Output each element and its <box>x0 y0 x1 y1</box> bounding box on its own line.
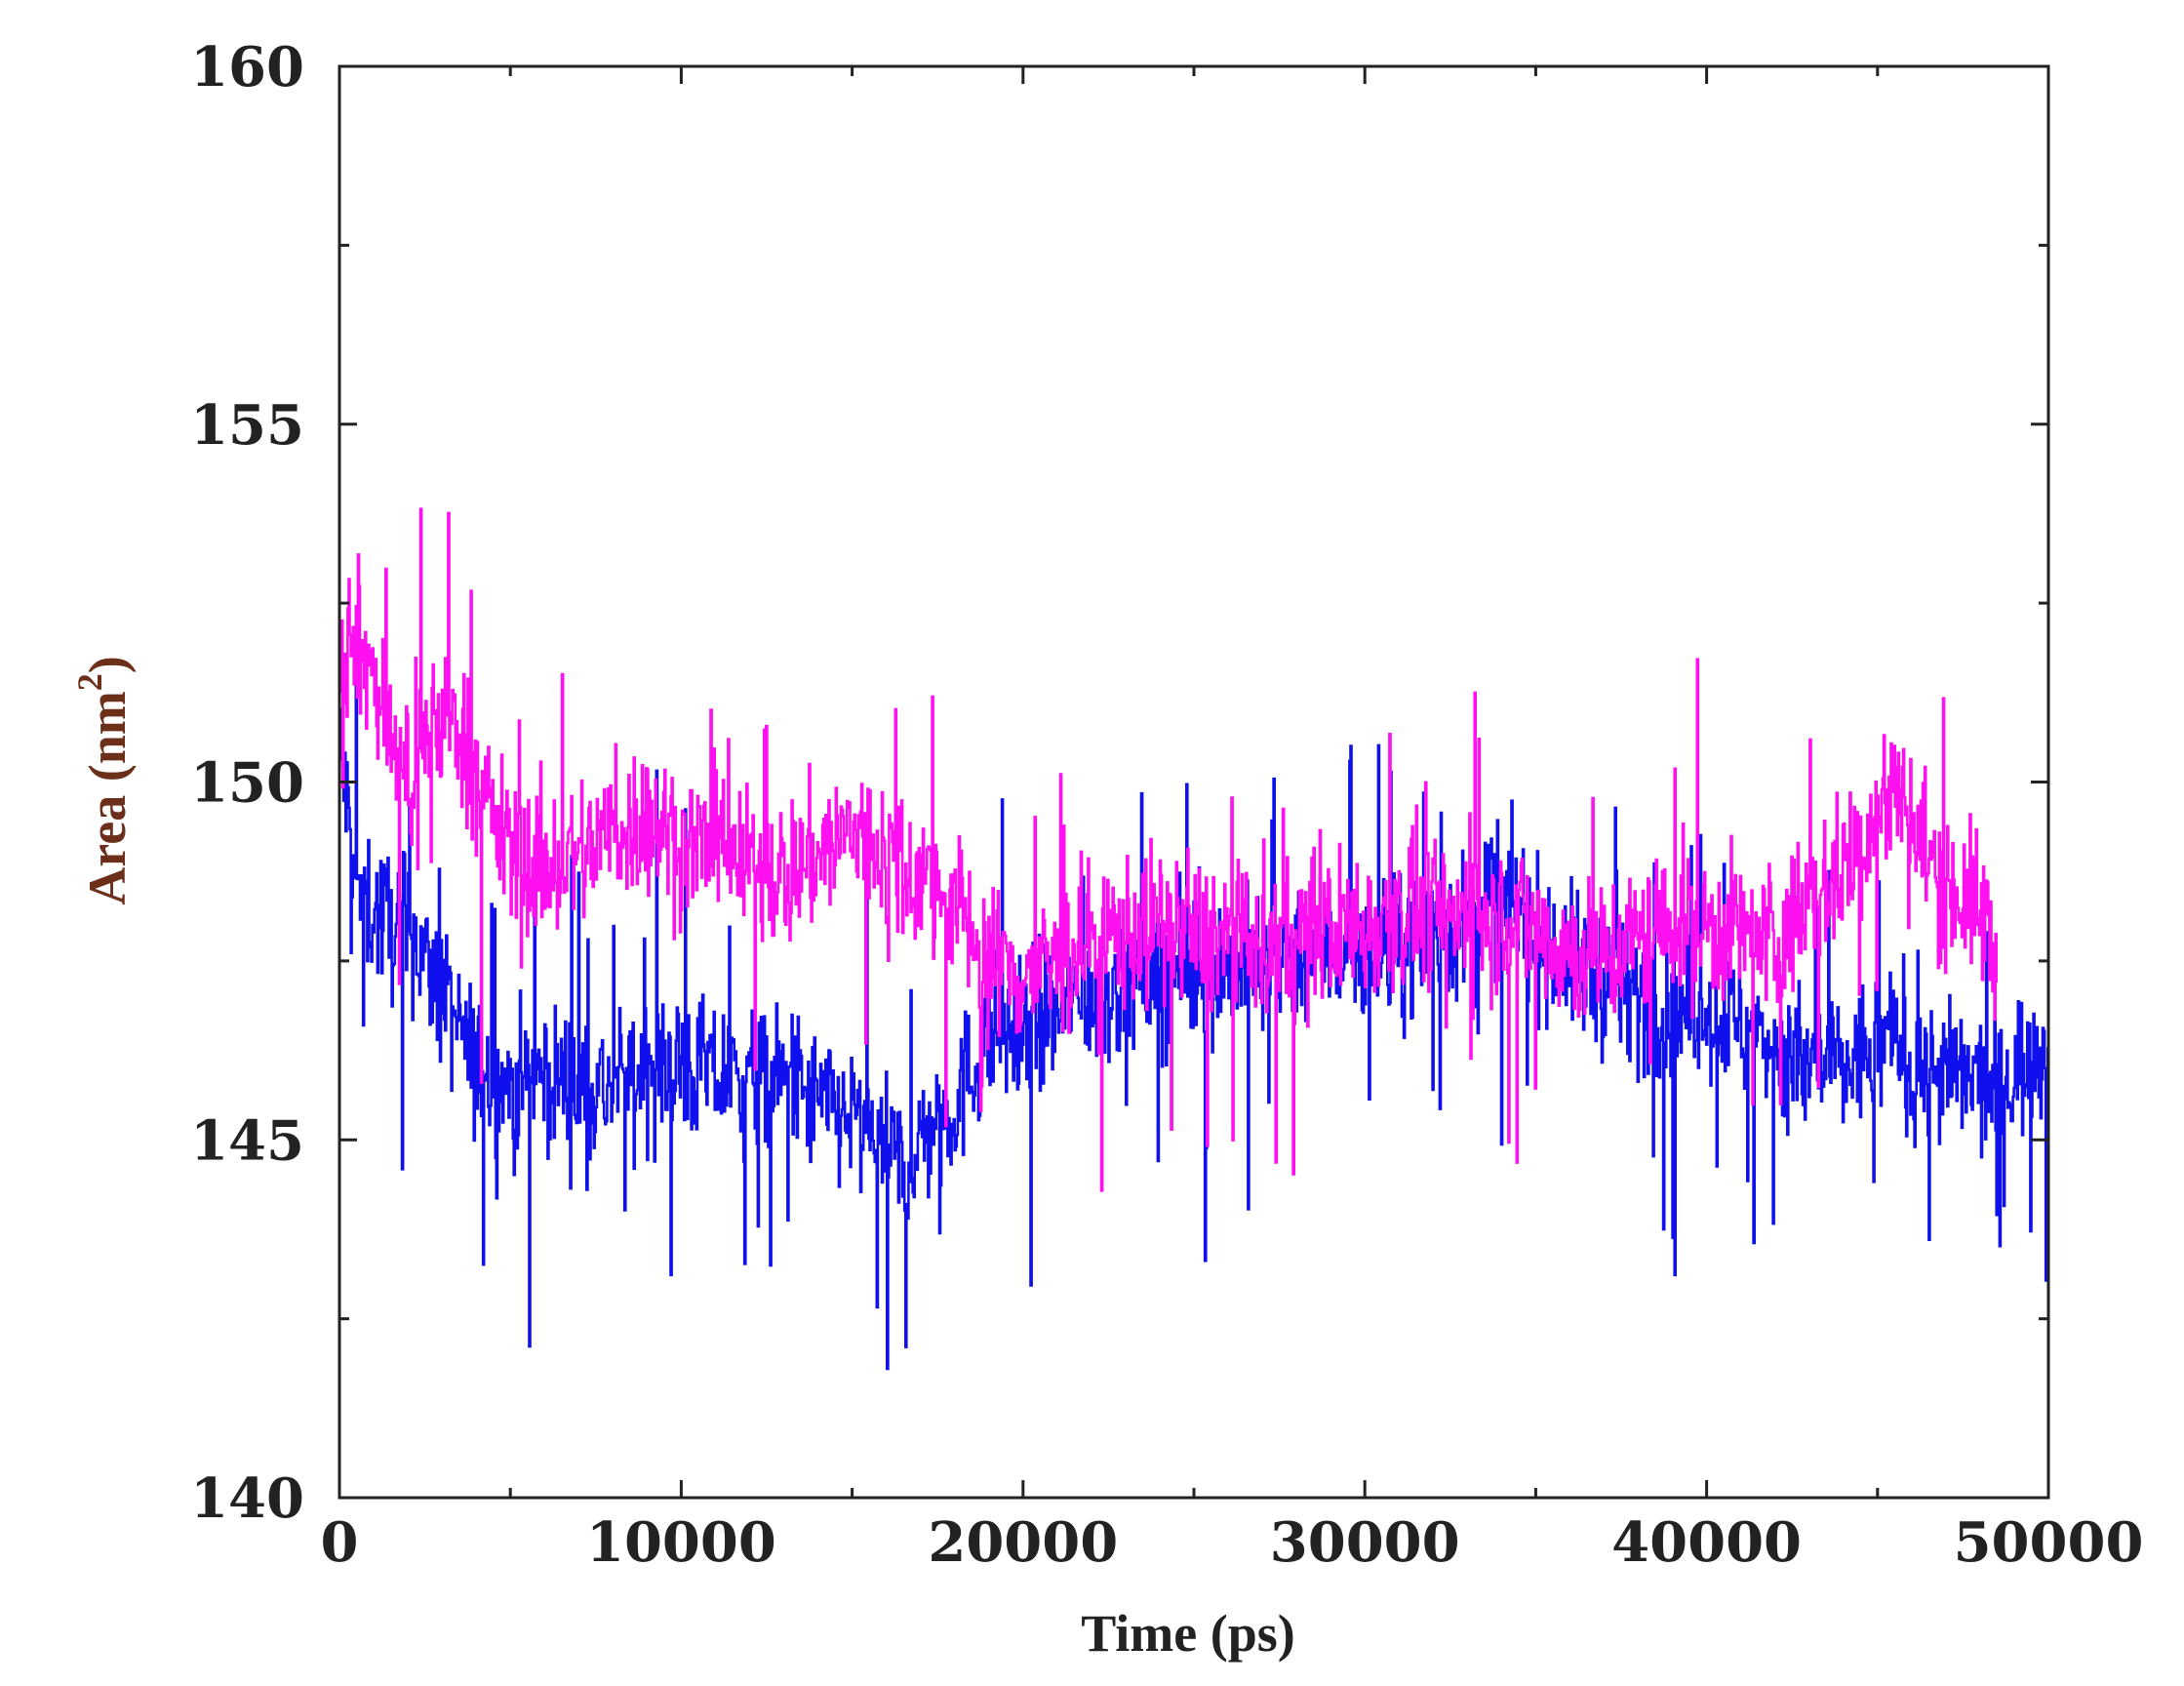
y-tick-label: 155 <box>190 393 304 458</box>
x-axis-title: Time (ps) <box>1081 1604 1295 1663</box>
series-line-1 <box>338 676 2049 1371</box>
x-tick-label: 50000 <box>1954 1510 2144 1575</box>
series-line-2 <box>338 507 1998 1192</box>
series-layer <box>338 507 2049 1371</box>
x-tick-label: 30000 <box>1270 1510 1460 1575</box>
y-axis-title: Area (nm <box>78 691 137 904</box>
y-tick-label: 140 <box>190 1466 304 1531</box>
svg-text:Area (nm2): Area (nm2) <box>70 656 137 904</box>
y-tick-label: 145 <box>190 1108 304 1173</box>
y-axis-title-sup: 2 <box>70 673 109 691</box>
x-tick-label: 10000 <box>586 1510 776 1575</box>
y-axis-title-close: ) <box>78 656 137 673</box>
axis-layer <box>338 64 2050 1500</box>
x-tick-label: 40000 <box>1611 1510 1802 1575</box>
y-axis-title-group: Area (nm2) <box>70 656 137 904</box>
y-tick-label: 150 <box>190 751 304 816</box>
x-tick-label: 20000 <box>928 1510 1118 1575</box>
x-tick-label: 0 <box>321 1510 359 1575</box>
tick-label-layer: 0 10000 20000 30000 40000 50000 140 145 150 155 16… <box>190 35 2143 1575</box>
y-tick-label: 160 <box>190 35 304 100</box>
